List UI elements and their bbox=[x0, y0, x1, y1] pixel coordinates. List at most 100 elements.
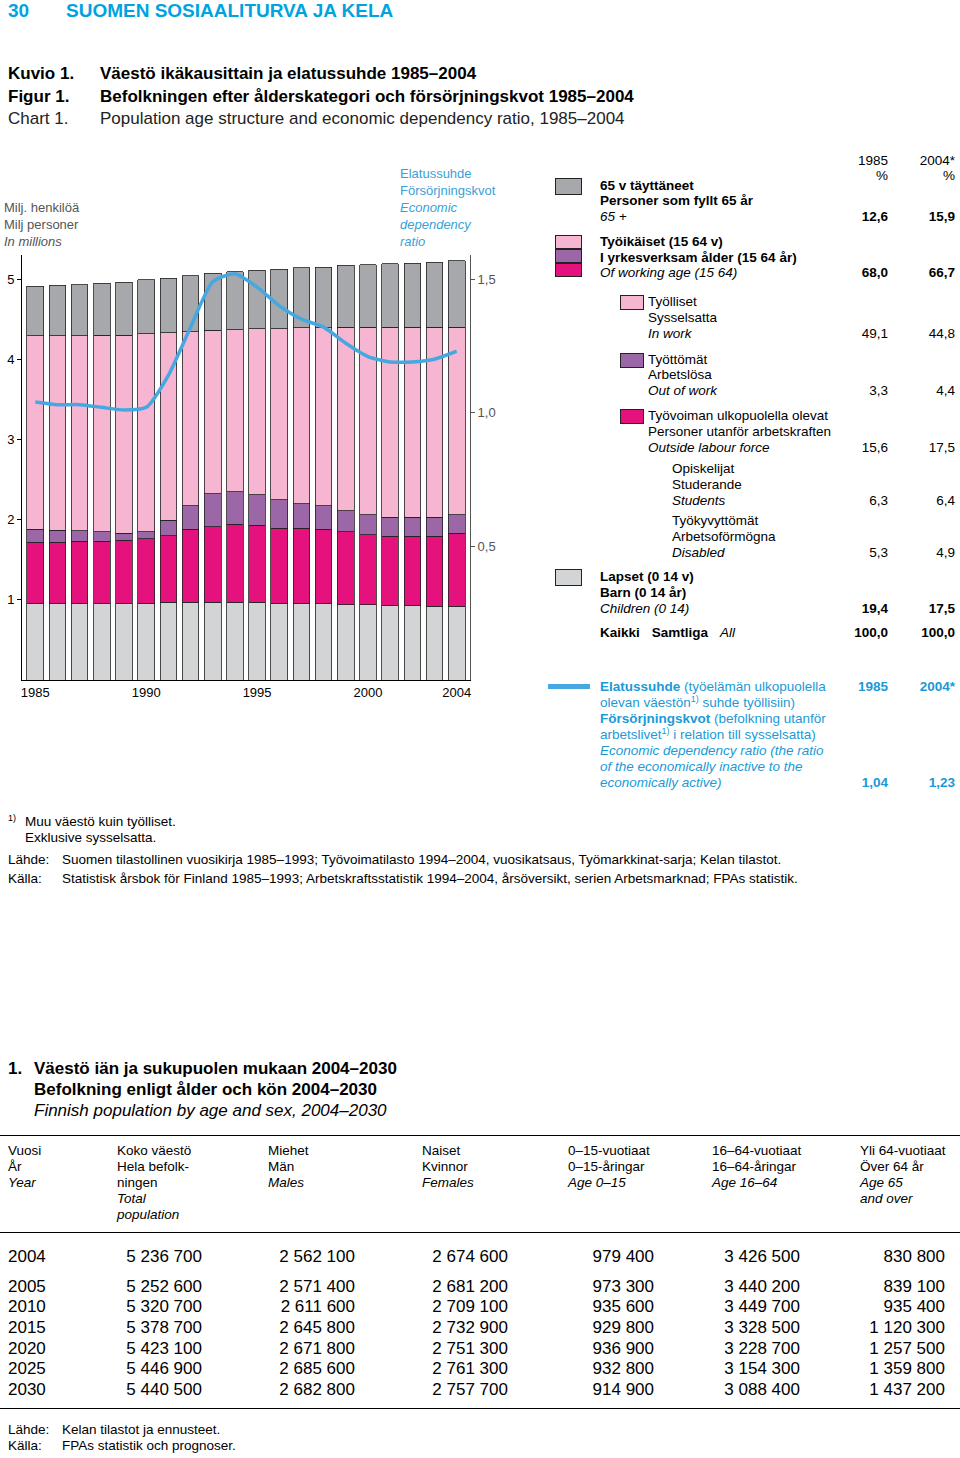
html-text:SUOMEN SOSIAALITURVA JA KELA: SUOMEN SOSIAALITURVA JA KELA bbox=[66, 0, 394, 21]
html-text:2015: 2015 bbox=[8, 1317, 46, 1337]
html-text:Finnish population by age and: Finnish population by age and sex, 2004–… bbox=[34, 1100, 387, 1120]
html-text:12,6: 12,6 bbox=[861, 208, 888, 224]
html-text:Työikäiset (15 64 v): Työikäiset (15 64 v) bbox=[600, 233, 723, 249]
html-text:5 378 700: 5 378 700 bbox=[126, 1317, 202, 1337]
html-text:2 761 300: 2 761 300 bbox=[432, 1358, 508, 1378]
html-text:2 732 900: 2 732 900 bbox=[432, 1317, 508, 1337]
html-text:30: 30 bbox=[8, 0, 30, 21]
html-text:2 674 600: 2 674 600 bbox=[432, 1246, 508, 1266]
html-text:49,1: 49,1 bbox=[861, 325, 888, 341]
html-text:3 228 700: 3 228 700 bbox=[724, 1338, 800, 1358]
html-text:Väestö iän ja sukupuolen mukaa: Väestö iän ja sukupuolen mukaan 2004–203… bbox=[34, 1058, 397, 1078]
html-text:Befolkningen efter ålderskateg: Befolkningen efter ålderskategori och fö… bbox=[100, 86, 634, 106]
svg-text:1990: 1990 bbox=[132, 685, 161, 700]
html-text:2 571 400: 2 571 400 bbox=[279, 1276, 355, 1296]
html-text:1 437 200: 1 437 200 bbox=[869, 1379, 945, 1399]
html-text:3 449 700: 3 449 700 bbox=[724, 1296, 800, 1316]
html-text:973 300: 973 300 bbox=[592, 1276, 654, 1296]
html-text:2010: 2010 bbox=[8, 1296, 46, 1316]
html-text:4,4: 4,4 bbox=[936, 382, 955, 398]
html-text:Personer som fyllt 65 år: Personer som fyllt 65 år bbox=[600, 192, 754, 208]
svg-text:5: 5 bbox=[7, 272, 14, 287]
html-text:Työttömät: Työttömät bbox=[648, 351, 708, 367]
html-text:1985: 1985 bbox=[858, 152, 888, 168]
html-text:2 682 800: 2 682 800 bbox=[279, 1379, 355, 1399]
html-text:2005: 2005 bbox=[8, 1276, 46, 1296]
html-text:2 685 600: 2 685 600 bbox=[279, 1358, 355, 1378]
html-text:Chart 1.: Chart 1. bbox=[8, 108, 69, 128]
html-text:3 154 300: 3 154 300 bbox=[724, 1358, 800, 1378]
html-text:1 257 500: 1 257 500 bbox=[869, 1338, 945, 1358]
html-text:2 709 100: 2 709 100 bbox=[432, 1296, 508, 1316]
html-text:839 100: 839 100 bbox=[883, 1276, 945, 1296]
html-text:936 900: 936 900 bbox=[592, 1338, 654, 1358]
html-text:Työlliset: Työlliset bbox=[648, 293, 697, 309]
html-text:5 252 600: 5 252 600 bbox=[126, 1276, 202, 1296]
html-text:2004: 2004 bbox=[8, 1246, 46, 1266]
html-text:Sysselsatta: Sysselsatta bbox=[648, 309, 717, 325]
html-text:5 236 700: 5 236 700 bbox=[126, 1246, 202, 1266]
html-text:1 359 800: 1 359 800 bbox=[869, 1358, 945, 1378]
html-text:914 900: 914 900 bbox=[592, 1379, 654, 1399]
svg-text:1,5: 1,5 bbox=[478, 272, 496, 287]
html-text:3 088 400: 3 088 400 bbox=[724, 1379, 800, 1399]
html-text:44,8: 44,8 bbox=[928, 325, 955, 341]
html-text:2 757 700: 2 757 700 bbox=[432, 1379, 508, 1399]
html-text:15,9: 15,9 bbox=[928, 208, 955, 224]
html-text:Väestö ikäkausittain ja elatus: Väestö ikäkausittain ja elatussuhde 1985… bbox=[100, 63, 477, 83]
html-text:Out of work: Out of work bbox=[648, 382, 717, 398]
html-text:2025: 2025 bbox=[8, 1358, 46, 1378]
svg-text:2: 2 bbox=[7, 512, 14, 527]
html-text:In work: In work bbox=[648, 325, 692, 341]
html-text:2 681 200: 2 681 200 bbox=[432, 1276, 508, 1296]
html-text:66,7: 66,7 bbox=[928, 264, 955, 280]
html-text:2004*: 2004* bbox=[919, 152, 955, 168]
html-text:65 v täyttäneet: 65 v täyttäneet bbox=[600, 177, 694, 193]
svg-text:0,5: 0,5 bbox=[478, 539, 496, 554]
html-text:2 611 600: 2 611 600 bbox=[280, 1296, 355, 1316]
html-text:Population age structure and e: Population age structure and economic de… bbox=[100, 108, 625, 128]
html-text:65 +: 65 + bbox=[600, 208, 627, 224]
svg-text:ElatussuhdeFörsörjningskvotEco: ElatussuhdeFörsörjningskvotEconomicdepen… bbox=[400, 166, 496, 249]
html-text:3 426 500: 3 426 500 bbox=[724, 1246, 800, 1266]
html-text:Befolkning enligt ålder och kö: Befolkning enligt ålder och kön 2004–203… bbox=[34, 1079, 377, 1099]
svg-text:1,0: 1,0 bbox=[478, 405, 496, 420]
html-text:2 671 800: 2 671 800 bbox=[279, 1338, 355, 1358]
svg-text:1: 1 bbox=[7, 592, 14, 607]
svg-text:2000: 2000 bbox=[354, 685, 383, 700]
html-text:830 800: 830 800 bbox=[883, 1246, 945, 1266]
html-text:5 423 100: 5 423 100 bbox=[126, 1338, 202, 1358]
html-text:Kuvio 1.: Kuvio 1. bbox=[8, 63, 75, 83]
svg-text:2004: 2004 bbox=[442, 685, 471, 700]
html-text:3 440 200: 3 440 200 bbox=[724, 1276, 800, 1296]
html-text:5 446 900: 5 446 900 bbox=[126, 1358, 202, 1378]
html-text:68,0: 68,0 bbox=[861, 264, 888, 280]
html-text:2020: 2020 bbox=[8, 1338, 46, 1358]
html-text:929 800: 929 800 bbox=[592, 1317, 654, 1337]
svg-text:Milj. henkilöäMilj personerIn: Milj. henkilöäMilj personerIn millions bbox=[4, 200, 80, 249]
html-text:Figur 1.: Figur 1. bbox=[8, 86, 70, 106]
html-text:2030: 2030 bbox=[8, 1379, 46, 1399]
html-text:979 400: 979 400 bbox=[592, 1246, 654, 1266]
svg-text:4: 4 bbox=[7, 352, 14, 367]
html-text:1 120 300: 1 120 300 bbox=[869, 1317, 945, 1337]
html-text:Työvoiman ulkopuolella olevat: Työvoiman ulkopuolella olevat bbox=[648, 407, 829, 423]
svg-text:3: 3 bbox=[7, 432, 14, 447]
html-text:2 562 100: 2 562 100 bbox=[279, 1246, 355, 1266]
html-text:2 751 300: 2 751 300 bbox=[432, 1338, 508, 1358]
html-text:5 320 700: 5 320 700 bbox=[126, 1296, 202, 1316]
html-text:3 328 500: 3 328 500 bbox=[724, 1317, 800, 1337]
html-text:935 400: 935 400 bbox=[883, 1296, 945, 1316]
html-text:935 600: 935 600 bbox=[592, 1296, 654, 1316]
html-text:2 645 800: 2 645 800 bbox=[279, 1317, 355, 1337]
html-text:932 800: 932 800 bbox=[592, 1358, 654, 1378]
html-text:Arbetslösa: Arbetslösa bbox=[648, 366, 712, 382]
html-text:5 440 500: 5 440 500 bbox=[126, 1379, 202, 1399]
html-text:arbetslivet1)i relation till s: arbetslivet1)i relation till sysselsatta… bbox=[600, 725, 816, 742]
html-text:I yrkesverksam ålder (15 64 år: I yrkesverksam ålder (15 64 år) bbox=[600, 249, 797, 265]
html-text:olevan väestön1)suhde työllisi: olevan väestön1)suhde työllisiin) bbox=[600, 693, 795, 710]
svg-text:1985: 1985 bbox=[21, 685, 50, 700]
html-text:Of working age (15 64): Of working age (15 64) bbox=[600, 264, 738, 280]
html-text:3,3: 3,3 bbox=[869, 382, 888, 398]
svg-text:1995: 1995 bbox=[243, 685, 272, 700]
